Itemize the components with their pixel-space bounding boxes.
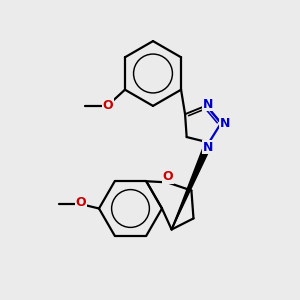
Text: N: N xyxy=(203,141,214,154)
Text: O: O xyxy=(103,99,113,112)
Text: O: O xyxy=(76,196,86,209)
Text: N: N xyxy=(202,98,213,111)
Text: O: O xyxy=(163,170,173,184)
Text: N: N xyxy=(220,117,230,130)
Polygon shape xyxy=(172,141,212,230)
